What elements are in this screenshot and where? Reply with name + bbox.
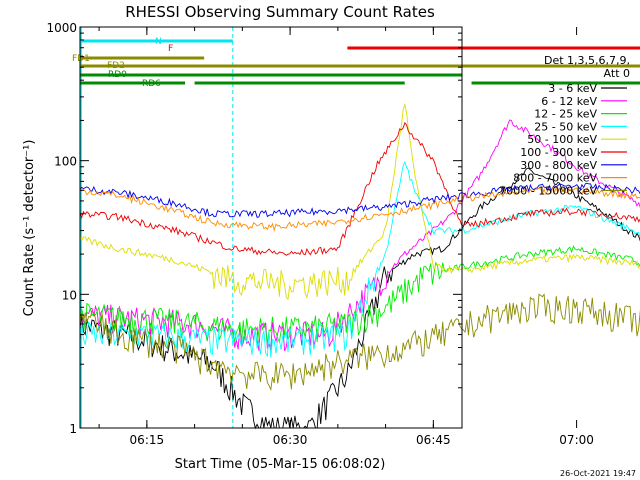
y-tick-label: 10 <box>62 288 77 302</box>
detector-info-line-2: Att 0 <box>604 67 630 80</box>
legend-label: 100 - 300 keV <box>520 146 597 159</box>
series-line-300-800-kev <box>79 182 640 218</box>
series-line-800-7000-kev <box>79 186 640 232</box>
legend-label: 3 - 6 keV <box>548 82 597 95</box>
y-tick-label: 1000 <box>46 21 77 35</box>
flag-label-rd6: RD6 <box>142 79 161 89</box>
x-axis-label: Start Time (05-Mar-15 06:08:02) <box>175 457 386 472</box>
detector-info-line-1: Det 1,3,5,6,7,9, <box>544 54 630 67</box>
series-line-6-12-kev <box>79 119 640 352</box>
y-axis-label: Count Rate (s⁻¹ detector⁻¹) <box>22 140 37 317</box>
legend-label: 50 - 100 keV <box>527 133 597 146</box>
legend-label: 25 - 50 keV <box>534 120 597 133</box>
y-tick-label: 1 <box>69 422 77 436</box>
flag-label-fd1: FD1 <box>72 54 90 64</box>
x-tick-label: 06:15 <box>130 433 165 447</box>
plot-frame <box>79 26 463 429</box>
legend-label: 800 - 7000 keV <box>513 172 597 185</box>
x-tick-label: 06:30 <box>273 433 308 447</box>
flag-label-f: F <box>168 44 173 54</box>
legend-label: 300 - 800 keV <box>520 159 597 172</box>
axes: 06:1506:3006:4507:0007:1507:3007:4511010… <box>46 21 594 447</box>
x-tick-label: 07:00 <box>559 433 594 447</box>
legend-label: 7000 - 15000 keV <box>499 184 597 197</box>
flag-label-n: N <box>155 37 162 47</box>
chart-title: RHESSI Observing Summary Count Rates <box>125 3 435 21</box>
series-line-50-100-kev <box>79 102 640 301</box>
legend-label: 12 - 25 keV <box>534 108 597 121</box>
legend-label: 6 - 12 keV <box>541 95 597 108</box>
flag-label-fd2: FD2 <box>107 61 125 71</box>
series-line-7000-15000-kev <box>79 293 640 392</box>
timestamp: 26-Oct-2021 19:47 <box>560 469 636 478</box>
flag-label-rd0: RD0 <box>108 70 127 80</box>
series-lines <box>79 102 640 430</box>
y-tick-label: 100 <box>54 155 77 169</box>
plot-area <box>80 27 234 428</box>
series-line-100-300-kev <box>79 121 640 256</box>
series-line-12-25-kev <box>79 245 640 346</box>
x-tick-label: 06:45 <box>416 433 451 447</box>
